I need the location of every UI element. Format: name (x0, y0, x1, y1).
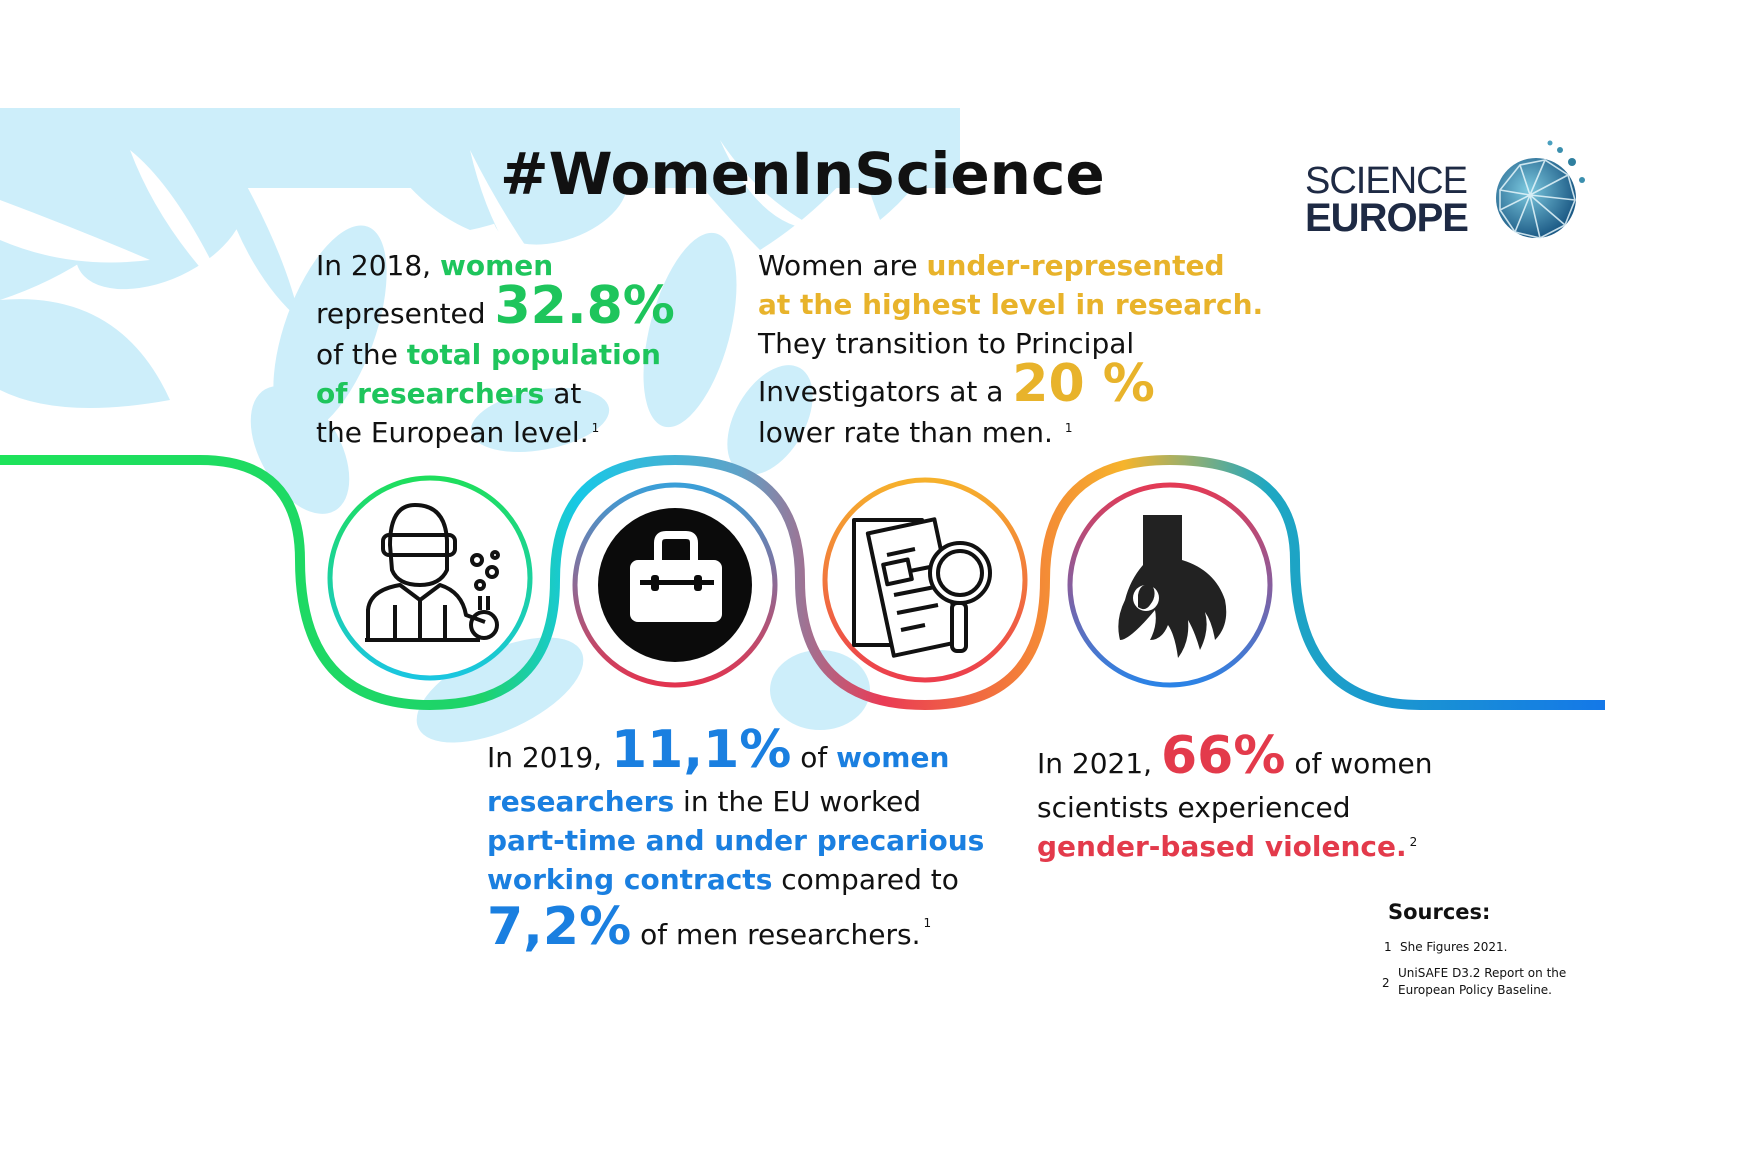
stat2-value: 20 % (1012, 354, 1155, 414)
stat1-line3: of the total population (316, 338, 661, 371)
stat3-line4: working contracts compared to (487, 863, 959, 896)
stat2-line3: They transition to Principal (758, 327, 1135, 360)
stat1-line2: represented 32.8% (316, 276, 675, 336)
stat3-line2: researchers in the EU worked (487, 785, 922, 818)
science-europe-globe-icon (1496, 140, 1585, 239)
science-europe-logo: SCIENCE EUROPE (1305, 138, 1585, 258)
hand-violence-icon (1118, 515, 1227, 658)
leaf-decoration (0, 108, 960, 743)
timeline-wave (0, 454, 1605, 711)
stat1-block: In 2018, women represented 32.8% of the … (316, 246, 675, 452)
stat4-line1: In 2021, 66% of women (1037, 726, 1433, 786)
stat3-value1: 11,1% (610, 720, 792, 780)
stat1-value: 32.8% (494, 276, 675, 336)
stat2-line1: Women are under-represented (758, 249, 1225, 282)
stat2-block: Women are under-represented at the highe… (758, 246, 1263, 452)
footnote-ref: 1 (591, 421, 600, 435)
sources-heading: Sources: (1388, 900, 1491, 924)
page-title: #WomenInScience (500, 140, 1105, 208)
stat3-value2: 7,2% (487, 897, 632, 957)
scientist-icon (365, 503, 500, 642)
briefcase-icon (598, 508, 752, 662)
stat3-line1: In 2019, 11,1% of women (487, 720, 950, 780)
stat1-line1: In 2018, women (316, 249, 554, 282)
document-magnifier-icon (852, 517, 992, 658)
source-2-line1: UniSAFE D3.2 Report on the (1398, 966, 1567, 980)
stat1-line4: of researchers at (316, 377, 582, 410)
stat3-block: In 2019, 11,1% of women researchers in t… (487, 720, 985, 963)
source-1-number: 1 (1384, 940, 1392, 954)
stat4-line2: scientists experienced (1037, 791, 1351, 824)
source-2-number: 2 (1382, 976, 1390, 990)
stat4-line3: gender-based violence. 2 (1037, 830, 1418, 863)
stat4-value: 66% (1160, 726, 1286, 786)
logo-line1: SCIENCE (1305, 160, 1468, 202)
stat2-line2: at the highest level in research. (758, 288, 1264, 321)
footnote-ref: 1 (1064, 421, 1073, 435)
footnote-ref: 1 (923, 916, 932, 930)
stat1-line5: the European level. 1 (316, 416, 600, 449)
logo-line2: EUROPE (1305, 196, 1469, 240)
circle-1 (327, 475, 533, 681)
stat3-line3: part-time and under precarious (487, 824, 985, 857)
stat2-line4: Investigators at a 20 % (758, 354, 1155, 414)
stat2-line5: lower rate than men. 1 (758, 416, 1073, 449)
footnote-ref: 2 (1409, 835, 1418, 849)
source-2-text: UniSAFE D3.2 Report on the European Poli… (1398, 965, 1566, 999)
stat4-block: In 2021, 66% of women scientists experie… (1037, 726, 1433, 866)
source-2-line2: European Policy Baseline. (1398, 983, 1552, 997)
source-1-text: She Figures 2021. (1400, 940, 1508, 954)
stat3-line5: 7,2% of men researchers. 1 (487, 897, 932, 957)
